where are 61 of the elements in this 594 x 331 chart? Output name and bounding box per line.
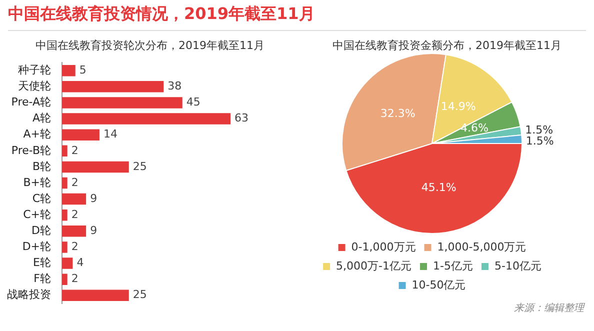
bar bbox=[62, 226, 86, 237]
y-tick-label: D轮 bbox=[32, 224, 51, 238]
chart-title: 中国在线教育投资情况，2019年截至11月 bbox=[8, 4, 315, 25]
bar bbox=[62, 290, 129, 301]
data-label: 4.6% bbox=[460, 122, 488, 135]
chart-subtitle: 中国在线教育投资轮次分布，2019年截至11月 bbox=[34, 38, 266, 53]
bar bbox=[62, 258, 73, 269]
chart-title: 中国在线教育投资金额分布，2019年截至11月 bbox=[332, 38, 562, 53]
bar bbox=[62, 145, 68, 157]
legend-label: 10-50亿元 bbox=[412, 278, 466, 292]
y-tick-label: 种子轮 bbox=[18, 63, 51, 76]
y-tick-label: Pre-B轮 bbox=[11, 144, 51, 157]
y-tick-label: B轮 bbox=[32, 160, 51, 173]
legend-label: 0-1,000万元 bbox=[351, 240, 416, 254]
y-tick-label: A+轮 bbox=[23, 128, 51, 141]
bar bbox=[62, 274, 68, 285]
bar bbox=[62, 65, 76, 76]
y-tick-label: 天使轮 bbox=[18, 80, 51, 93]
bar bbox=[62, 97, 182, 108]
data-label: 32.3% bbox=[380, 107, 416, 120]
data-label: 63 bbox=[234, 112, 249, 125]
y-tick-label: E轮 bbox=[33, 256, 51, 270]
data-label: 25 bbox=[132, 160, 147, 173]
bar bbox=[62, 193, 86, 205]
data-label: 2 bbox=[71, 272, 78, 286]
data-label: 9 bbox=[90, 224, 98, 238]
data-label: 45.1% bbox=[421, 180, 456, 194]
data-label: 2 bbox=[71, 176, 78, 189]
legend-label: 5,000万-1亿元 bbox=[336, 259, 412, 272]
data-label: 2 bbox=[71, 208, 78, 221]
data-label: 45 bbox=[186, 96, 200, 109]
source-note: 来源：编辑整理 bbox=[513, 302, 586, 315]
bar bbox=[62, 113, 231, 124]
legend-label: 1-5亿元 bbox=[433, 259, 473, 272]
y-tick-label: D+轮 bbox=[22, 240, 51, 254]
data-label: 4 bbox=[76, 256, 84, 270]
data-label: 38 bbox=[168, 80, 182, 93]
data-label: 14.9% bbox=[440, 100, 476, 113]
y-tick-label: C轮 bbox=[32, 192, 51, 205]
data-label: 2 bbox=[71, 144, 78, 157]
data-label: 25 bbox=[132, 288, 147, 302]
data-label: 1.5% bbox=[526, 134, 554, 148]
bar bbox=[62, 81, 164, 92]
data-label: 14 bbox=[103, 128, 118, 141]
y-tick-label: 战略投资 bbox=[7, 288, 51, 302]
data-label: 5 bbox=[79, 63, 86, 76]
y-tick-label: F轮 bbox=[34, 272, 51, 286]
y-tick-label: Pre-A轮 bbox=[11, 96, 51, 109]
bar bbox=[62, 242, 68, 253]
data-label: 2 bbox=[71, 240, 78, 254]
bar bbox=[62, 177, 68, 189]
bar bbox=[62, 209, 68, 221]
y-tick-label: A轮 bbox=[32, 112, 51, 125]
data-label: 9 bbox=[90, 192, 98, 205]
data-label: 1.5% bbox=[525, 124, 554, 137]
y-tick-label: C+轮 bbox=[23, 208, 51, 221]
legend-label: 5-10亿元 bbox=[494, 259, 542, 272]
bar bbox=[62, 129, 100, 140]
legend-label: 1,000-5,000万元 bbox=[437, 240, 526, 254]
y-tick-label: B+轮 bbox=[23, 176, 51, 189]
bar bbox=[62, 161, 129, 173]
